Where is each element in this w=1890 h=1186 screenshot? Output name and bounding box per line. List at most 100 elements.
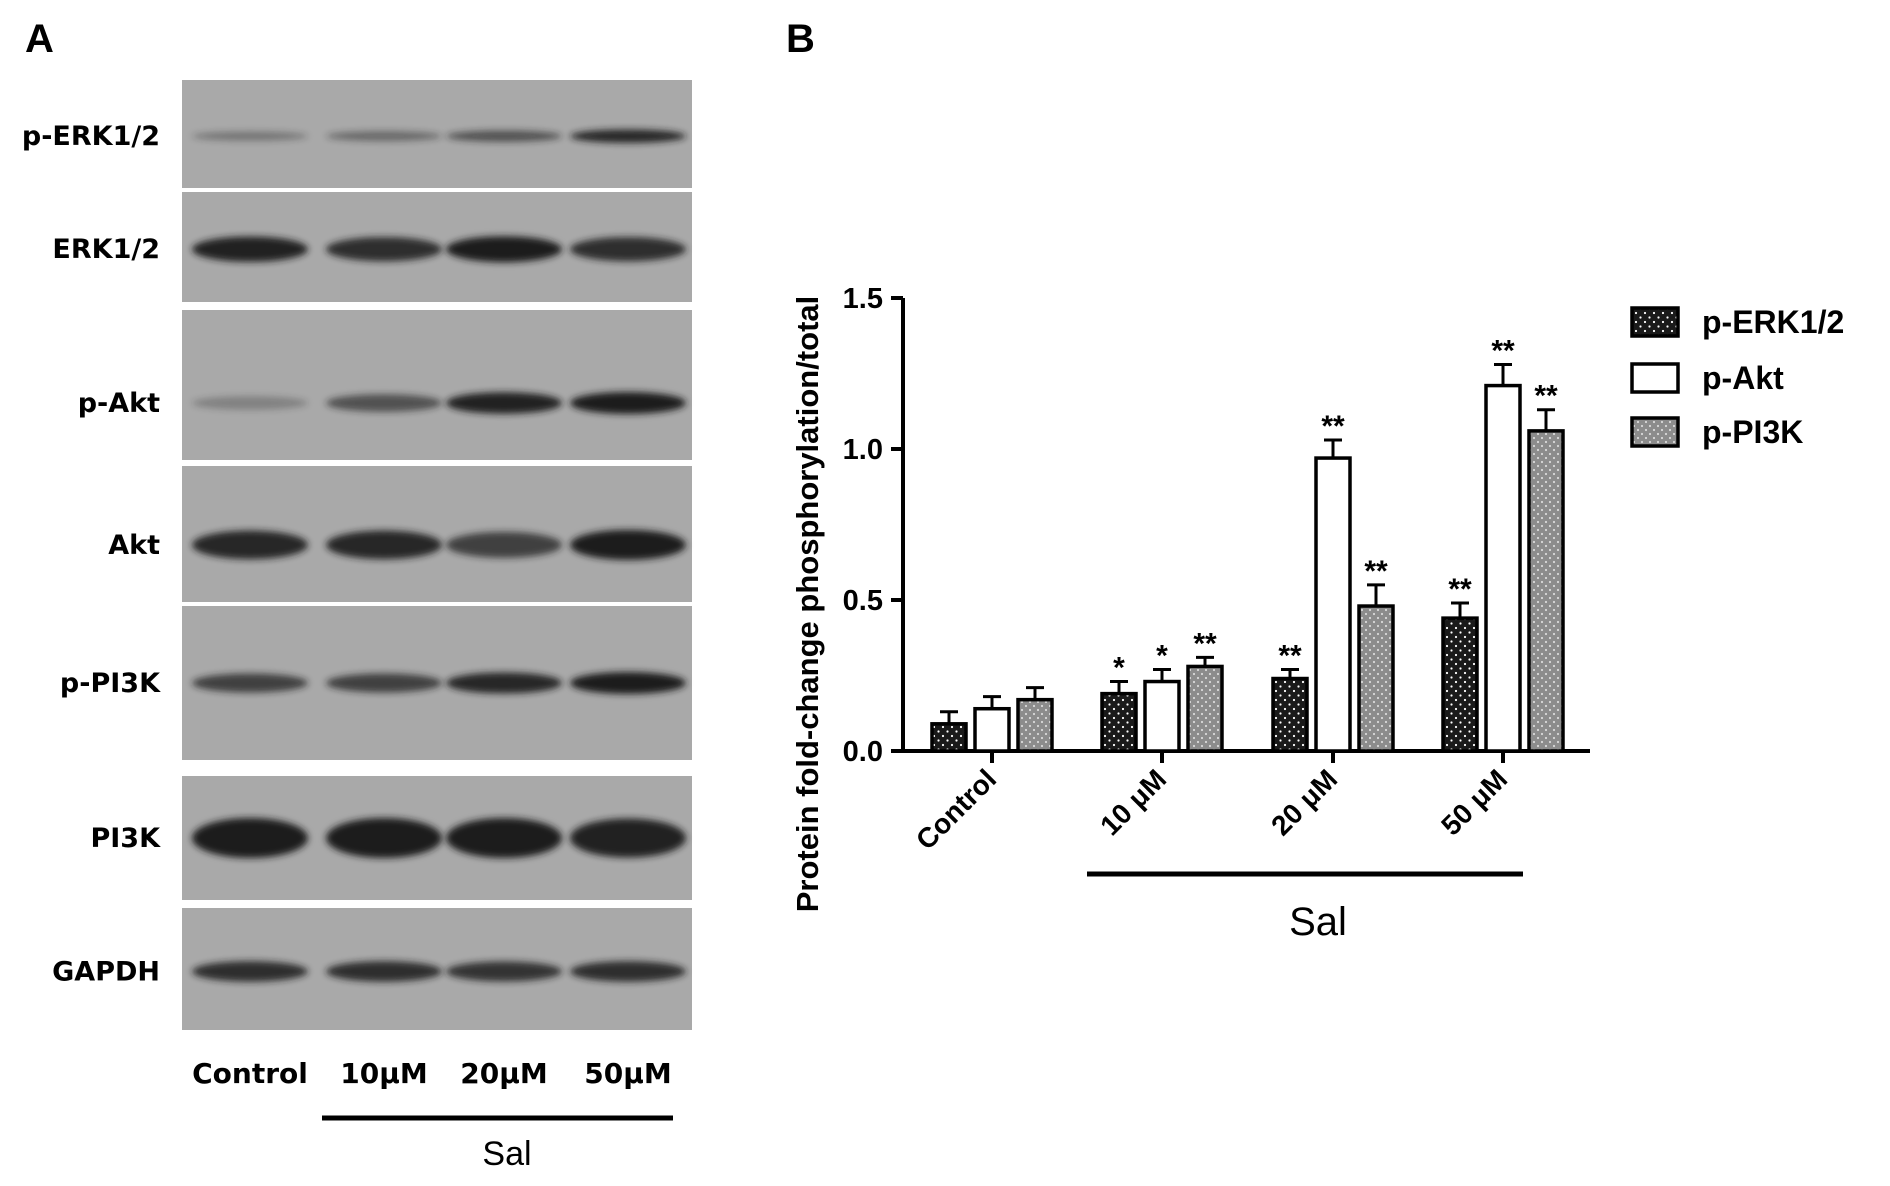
bar-p-pi3k-control	[1016, 697, 1054, 753]
blot-band	[326, 673, 442, 693]
bar-group-20-m: ** ** **	[1271, 410, 1395, 753]
blot-row-pi3k: PI3K	[90, 776, 692, 900]
blot-label-p-akt: p-Akt	[78, 388, 160, 419]
blot-band	[192, 236, 308, 262]
significance-marker: **	[1534, 380, 1558, 413]
lane-label-10um: 10μM	[340, 1057, 427, 1090]
significance-marker: **	[1278, 639, 1302, 672]
bar-p-erk1-2-control	[930, 722, 968, 753]
panel-a-letter: A	[25, 17, 54, 61]
legend-label: p-ERK1/2	[1702, 304, 1844, 340]
blot-band	[326, 961, 442, 982]
blot-band	[570, 237, 686, 262]
blot-band	[570, 818, 686, 858]
bar-p-pi3k-50-m	[1527, 429, 1565, 753]
blot-band	[326, 131, 442, 142]
western-blot: p-ERK1/2 ERK1/2 p-Akt Akt p-PI3K PI3K GAPDH	[22, 80, 692, 1030]
blot-row-p-akt: p-Akt	[78, 310, 692, 460]
blot-band	[570, 961, 686, 982]
legend-label: p-PI3K	[1702, 414, 1803, 450]
legend-swatch	[1630, 306, 1680, 338]
blot-band	[446, 818, 562, 858]
blot-band	[446, 531, 562, 558]
blot-strip	[182, 310, 692, 460]
blot-band	[192, 961, 308, 982]
lane-label-20um: 20μM	[460, 1057, 547, 1090]
legend: p-ERK1/2 p-Akt p-PI3K	[1630, 304, 1844, 450]
blot-band	[570, 672, 686, 694]
x-axis-tick-labels: Control 10 μM 20 μM 50 μM	[910, 751, 1513, 856]
blot-band	[570, 529, 686, 560]
bar-group-control	[930, 686, 1054, 753]
blot-band	[192, 131, 308, 141]
significance-marker: *	[1113, 652, 1125, 685]
significance-marker: *	[1156, 639, 1168, 672]
legend-label: p-Akt	[1702, 360, 1784, 396]
blot-row-p-pi3k: p-PI3K	[60, 606, 692, 760]
y-axis-label: Protein fold-change phosphorylation/tota…	[790, 296, 825, 913]
blot-band	[192, 396, 308, 410]
blot-band	[446, 392, 562, 414]
blot-band	[570, 129, 686, 143]
blot-row-erk1-2: ERK1/2	[52, 192, 692, 302]
bar-p-akt-10-m	[1143, 679, 1181, 753]
y-axis-ticks: 0.0 0.5 1.0 1.5	[843, 283, 903, 768]
bar-p-erk1-2-50-m	[1441, 616, 1479, 753]
y-tick-label: 1.5	[843, 283, 883, 315]
blot-band	[326, 394, 442, 412]
blot-label-gapdh: GAPDH	[52, 956, 160, 987]
y-tick-label: 0.0	[843, 736, 883, 768]
significance-marker: **	[1321, 410, 1345, 443]
bar-group-50-m: ** ** **	[1441, 334, 1565, 753]
significance-marker: **	[1364, 555, 1388, 588]
x-tick-label-10-m: 10 μM	[1094, 763, 1172, 841]
bar-p-akt-control	[973, 706, 1011, 753]
bar-p-erk1-2-20-m	[1271, 676, 1309, 753]
y-tick-label: 1.0	[843, 434, 883, 466]
bars: * * ** ************	[930, 334, 1565, 753]
legend-item-p-akt: p-Akt	[1630, 360, 1784, 396]
panel-b-letter: B	[786, 17, 815, 61]
blot-band	[192, 530, 308, 560]
legend-swatch	[1630, 416, 1680, 448]
blot-row-akt: Akt	[108, 466, 692, 602]
lane-label-control: Control	[192, 1057, 308, 1090]
bar-p-akt-20-m	[1314, 456, 1352, 753]
blot-label-erk1-2: ERK1/2	[52, 234, 160, 265]
bar-p-pi3k-10-m	[1186, 664, 1224, 753]
significance-marker: **	[1193, 627, 1217, 660]
blot-band	[446, 236, 562, 263]
lane-label-50um: 50μM	[584, 1057, 671, 1090]
legend-item-p-erk1-2: p-ERK1/2	[1630, 304, 1844, 340]
x-tick-label-control: Control	[910, 763, 1002, 855]
bar-p-erk1-2-10-m	[1100, 691, 1138, 753]
bar-p-pi3k-20-m	[1357, 604, 1395, 753]
panel-b-sal-label: Sal	[1289, 900, 1347, 944]
blot-band	[192, 673, 308, 693]
bar-group-10-m: * * **	[1100, 627, 1224, 753]
blot-band	[326, 237, 442, 262]
blot-band	[192, 818, 308, 858]
legend-item-p-pi3k: p-PI3K	[1630, 414, 1803, 450]
lane-labels: Control 10μM 20μM 50μM	[192, 1057, 672, 1090]
bar-p-akt-50-m	[1484, 383, 1522, 753]
x-tick-label-50-m: 50 μM	[1435, 763, 1513, 841]
significance-marker: **	[1491, 334, 1515, 367]
blot-label-p-erk1-2: p-ERK1/2	[22, 121, 160, 152]
y-tick-label: 0.5	[843, 585, 883, 617]
blot-row-gapdh: GAPDH	[52, 908, 692, 1030]
panel-a-sal-label: Sal	[482, 1135, 531, 1173]
blot-label-pi3k: PI3K	[90, 823, 161, 854]
x-tick-label-20-m: 20 μM	[1265, 763, 1343, 841]
blot-band	[326, 818, 442, 858]
blot-band	[446, 672, 562, 694]
blot-row-p-erk1-2: p-ERK1/2	[22, 80, 692, 188]
blot-band	[446, 130, 562, 142]
blot-label-akt: Akt	[108, 530, 160, 561]
blot-band	[326, 530, 442, 560]
blot-label-p-pi3k: p-PI3K	[60, 668, 161, 699]
blot-band	[446, 961, 562, 982]
legend-swatch	[1630, 362, 1680, 394]
significance-marker: **	[1448, 573, 1472, 606]
